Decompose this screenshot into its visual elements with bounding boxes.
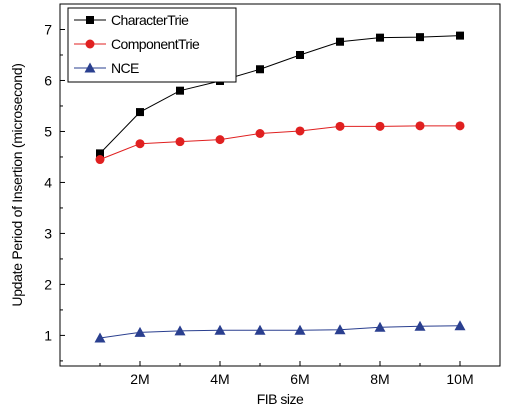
legend-label: CharacterTrie	[111, 12, 189, 28]
data-point	[414, 320, 426, 331]
series-ComponentTrie	[95, 121, 465, 165]
data-point	[415, 121, 425, 131]
y-tick-label: 6	[44, 72, 52, 88]
data-point	[96, 149, 104, 158]
data-point	[256, 65, 264, 74]
x-axis: 2M 4M 6M 8M 10M	[99, 361, 474, 387]
data-point	[94, 332, 106, 343]
data-point	[456, 31, 464, 40]
legend: CharacterTrie ComponentTrie NCE	[67, 7, 237, 83]
y-axis: 1 2 3 4 5 6 7	[44, 21, 65, 362]
series-NCE	[94, 320, 466, 343]
data-point	[134, 326, 146, 337]
legend-label: ComponentTrie	[111, 36, 200, 52]
data-point	[294, 324, 306, 335]
y-tick-label: 7	[44, 21, 52, 37]
data-point	[255, 129, 265, 139]
series-line	[99, 35, 461, 154]
data-point	[374, 321, 386, 332]
y-tick-label: 2	[44, 276, 52, 292]
legend-marker	[85, 39, 95, 49]
x-tick-label: 10M	[446, 371, 473, 387]
data-point	[136, 108, 144, 117]
x-tick-label: 8M	[370, 371, 389, 387]
series-line	[99, 325, 461, 339]
data-point	[254, 324, 266, 335]
data-point	[176, 86, 184, 95]
x-tick-label: 4M	[210, 371, 229, 387]
legend-entry: ComponentTrie	[74, 36, 201, 52]
plot-area-frame	[59, 3, 501, 367]
data-point	[336, 37, 344, 46]
legend-entry: CharacterTrie	[74, 12, 190, 28]
x-axis-label: FIB size	[257, 391, 304, 407]
data-point	[296, 50, 304, 59]
y-axis-label: Update Period of Insertion (microsecond)	[9, 63, 25, 306]
data-point	[174, 325, 186, 336]
data-point	[416, 33, 424, 42]
data-point	[215, 135, 225, 145]
data-point	[375, 121, 385, 131]
x-tick-label: 6M	[290, 371, 309, 387]
y-tick-label: 3	[44, 225, 52, 241]
data-point	[95, 155, 105, 165]
data-point	[175, 137, 185, 147]
series-line	[99, 125, 460, 160]
data-point	[334, 324, 346, 335]
data-point	[376, 33, 384, 42]
legend-entry: NCE	[74, 60, 140, 76]
x-tick-label: 2M	[130, 371, 149, 387]
data-point	[295, 126, 305, 136]
data-point	[335, 121, 345, 131]
y-tick-label: 5	[44, 123, 52, 139]
data-point	[455, 121, 465, 131]
series-layer	[94, 31, 466, 343]
legend-label: NCE	[111, 60, 139, 76]
legend-marker	[86, 16, 94, 24]
legend-marker	[84, 62, 96, 73]
data-point	[214, 324, 226, 335]
y-tick-label: 4	[44, 174, 52, 190]
y-tick-label: 1	[44, 327, 52, 343]
data-point	[454, 320, 466, 331]
data-point	[135, 139, 145, 149]
